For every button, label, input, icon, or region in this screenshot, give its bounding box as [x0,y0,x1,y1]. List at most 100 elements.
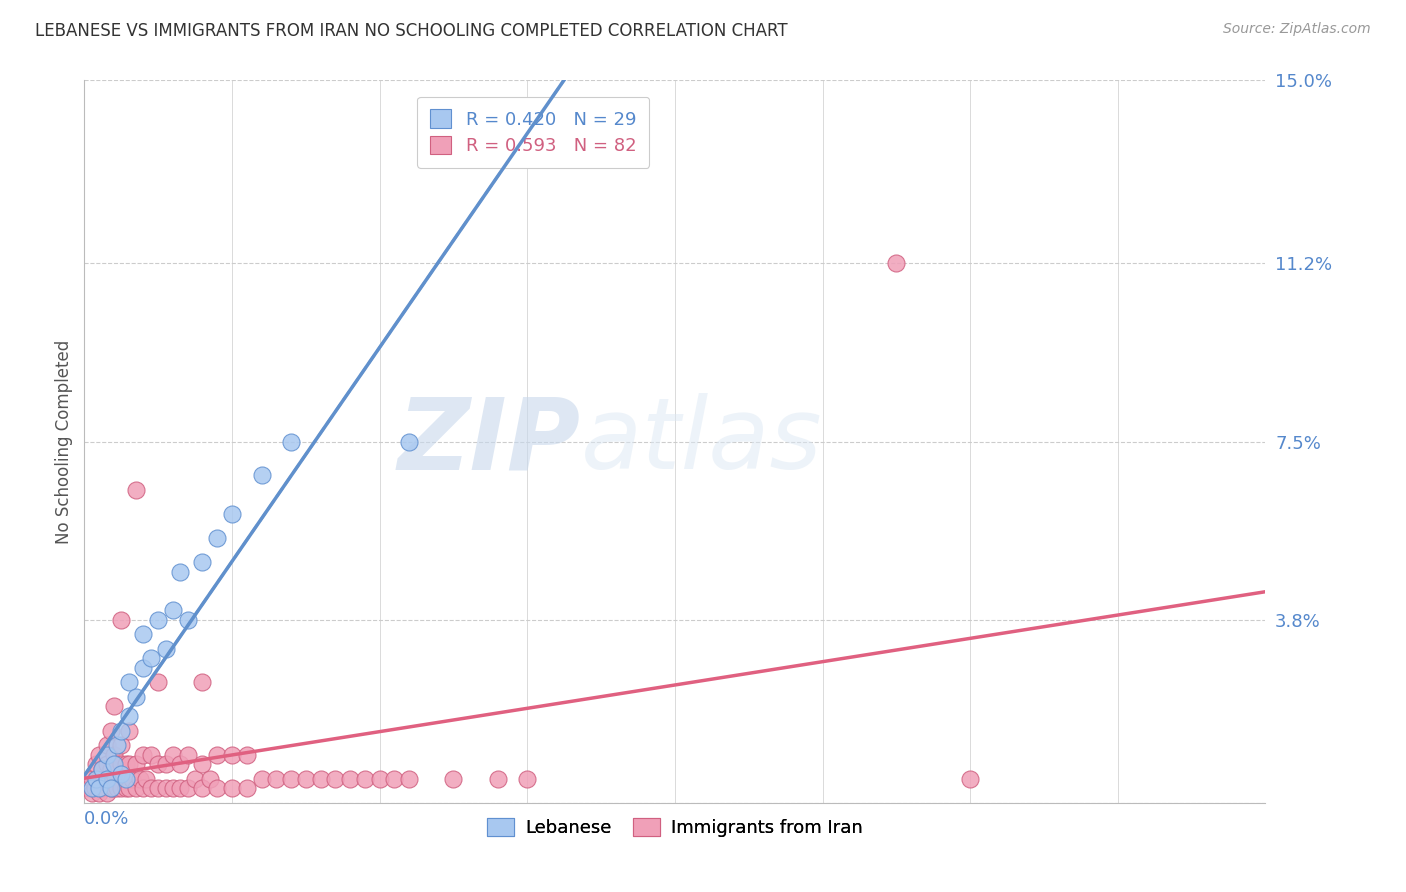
Point [486,772,509,786]
Point [221,781,243,796]
Point [91,762,114,776]
Point [80,772,103,786]
Point [162,781,184,796]
Point [80,786,103,800]
Text: LEBANESE VS IMMIGRANTS FROM IRAN NO SCHOOLING COMPLETED CORRELATION CHART: LEBANESE VS IMMIGRANTS FROM IRAN NO SCHO… [35,22,787,40]
Point [87,781,111,796]
Point [516,772,538,786]
Point [110,613,132,627]
Point [295,772,318,786]
Point [103,767,125,781]
Point [121,772,143,786]
Point [191,757,214,772]
Point [148,781,170,796]
Point [398,772,420,786]
Point [100,781,122,796]
Point [191,555,214,569]
Point [368,772,391,786]
Point [125,690,148,704]
Point [250,468,273,483]
Point [125,483,148,497]
Point [207,531,229,545]
Point [132,747,155,762]
Point [87,747,111,762]
Point [91,762,114,776]
Point [139,781,162,796]
Point [125,781,148,796]
Point [398,434,420,449]
Point [155,757,177,772]
Point [207,781,229,796]
Point [280,772,302,786]
Point [325,772,347,786]
Point [191,675,214,690]
Point [87,772,111,786]
Point [100,762,122,776]
Point [118,757,141,772]
Point [155,781,177,796]
Point [84,772,107,786]
Point [118,723,141,738]
Point [103,747,125,762]
Point [139,747,162,762]
Point [103,757,125,772]
Point [184,772,207,786]
Point [84,757,107,772]
Point [177,747,200,762]
Point [139,651,162,665]
Y-axis label: No Schooling Completed: No Schooling Completed [55,340,73,543]
Point [114,781,136,796]
Point [339,772,361,786]
Point [110,757,132,772]
Point [132,627,155,641]
Point [84,772,107,786]
Point [266,772,288,786]
Text: Source: ZipAtlas.com: Source: ZipAtlas.com [1223,22,1371,37]
Point [169,781,191,796]
Point [91,781,114,796]
Point [959,772,981,786]
Point [162,747,184,762]
Point [155,641,177,656]
Point [110,781,132,796]
Point [354,772,377,786]
Point [169,565,191,579]
Point [114,757,136,772]
Point [198,772,221,786]
Point [105,781,128,796]
Point [207,747,229,762]
Point [135,772,157,786]
Point [110,723,132,738]
Point [236,781,259,796]
Point [132,661,155,675]
Point [96,738,118,752]
Point [105,738,128,752]
Legend: Lebanese, Immigrants from Iran: Lebanese, Immigrants from Iran [479,811,870,845]
Point [83,781,105,796]
Point [114,772,136,786]
Point [221,507,243,521]
Point [148,757,170,772]
Point [221,747,243,762]
Text: ZIP: ZIP [398,393,581,490]
Point [169,757,191,772]
Point [125,757,148,772]
Point [443,772,465,786]
Point [118,709,141,723]
Point [148,613,170,627]
Point [280,434,302,449]
Point [96,786,118,800]
Point [118,675,141,690]
Point [309,772,332,786]
Point [96,772,118,786]
Point [100,781,122,796]
Point [103,699,125,714]
Text: atlas: atlas [581,393,823,490]
Point [80,781,103,796]
Point [132,781,155,796]
Point [382,772,406,786]
Text: 0.0%: 0.0% [84,810,129,828]
Point [100,723,122,738]
Point [110,738,132,752]
Point [191,781,214,796]
